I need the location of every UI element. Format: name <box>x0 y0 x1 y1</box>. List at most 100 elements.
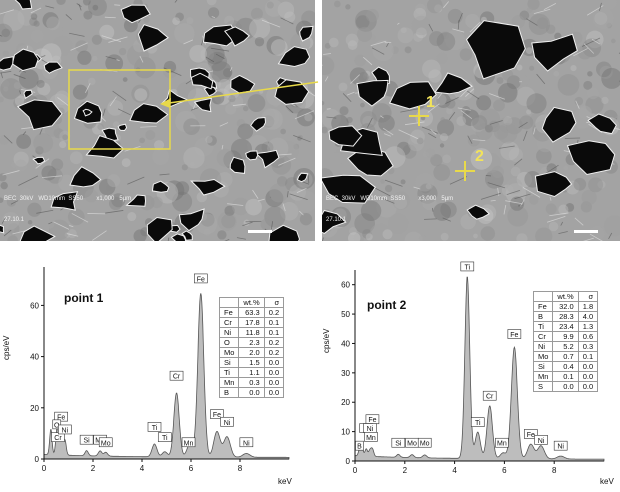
y-tick-label: 0 <box>346 457 351 466</box>
table-cell: Fe <box>534 302 553 312</box>
svg-text:Fe: Fe <box>368 417 376 424</box>
x-tick-label: 0 <box>353 466 358 475</box>
table-header-row: wt.%σ <box>534 292 598 302</box>
table-cell: 4.0 <box>578 312 597 322</box>
table-cell: 0.1 <box>578 352 597 362</box>
table-cell: 0.0 <box>578 362 597 372</box>
table-cell: 32.0 <box>553 302 578 312</box>
peak-label: Ni <box>535 435 548 445</box>
table-cell: 0.2 <box>264 308 283 318</box>
table-cell: 28.3 <box>553 312 578 322</box>
y-tick-label: 40 <box>341 339 350 348</box>
table-cell: Mn <box>534 372 553 382</box>
svg-text:Ni: Ni <box>538 438 545 445</box>
y-tick-label: 50 <box>341 310 350 319</box>
table-cell: 0.2 <box>264 338 283 348</box>
y-tick-label: 60 <box>30 301 39 310</box>
table-cell: 1.8 <box>578 302 597 312</box>
table-header-cell <box>220 298 239 308</box>
table-cell: 63.3 <box>239 308 264 318</box>
y-tick-label: 0 <box>35 455 40 464</box>
peak-label: Mo <box>99 438 112 448</box>
y-tick-label: 30 <box>341 369 350 378</box>
spectrum-title-point-2: point 2 <box>367 298 406 312</box>
table-cell: S <box>534 382 553 392</box>
table-cell: Ti <box>534 322 553 332</box>
table-cell: Si <box>534 362 553 372</box>
y-tick-label: 20 <box>30 404 39 413</box>
y-tick-label: 20 <box>341 398 350 407</box>
table-cell: 9.9 <box>553 332 578 342</box>
table-header-row: wt.%σ <box>220 298 284 308</box>
peak-label: Ti <box>471 418 484 428</box>
peak-label: Si <box>80 435 93 445</box>
x-tick-label: 8 <box>552 466 557 475</box>
x-axis-label-point-2: keV <box>600 477 614 486</box>
svg-text:Ni: Ni <box>367 426 374 433</box>
svg-text:Ni: Ni <box>557 444 564 451</box>
svg-text:Ti: Ti <box>162 435 168 442</box>
table-cell: Ti <box>220 368 239 378</box>
table-cell: 17.8 <box>239 318 264 328</box>
svg-text:Cr: Cr <box>54 435 62 442</box>
y-tick-label: 40 <box>30 353 39 362</box>
table-cell: 0.0 <box>264 368 283 378</box>
svg-text:Fe: Fe <box>197 276 205 283</box>
table-cell: 0.0 <box>578 382 597 392</box>
spectrum-panel-point-2: 024680102030405060BFeTiNiMnSiMoMoTiTiCrM… <box>320 255 620 487</box>
peak-label: Fe <box>508 330 521 340</box>
zoom-pointer-line <box>162 82 318 104</box>
table-cell: 0.3 <box>578 342 597 352</box>
x-tick-label: 2 <box>91 464 96 473</box>
table-cell: 2.0 <box>239 348 264 358</box>
point-2-crosshair <box>455 161 475 181</box>
svg-text:Mo: Mo <box>420 441 430 448</box>
svg-text:Ni: Ni <box>62 427 69 434</box>
y-tick-label: 60 <box>341 281 350 290</box>
table-cell: Ni <box>220 328 239 338</box>
svg-text:Mn: Mn <box>366 435 376 442</box>
peak-label: Ni <box>240 438 253 448</box>
x-tick-label: 4 <box>452 466 457 475</box>
svg-text:Si: Si <box>84 438 91 445</box>
peak-label: Mn <box>182 438 195 448</box>
peak-label: Mn <box>364 432 377 442</box>
zoom-region-box <box>69 70 170 149</box>
peak-label: Cr <box>170 371 183 381</box>
x-tick-label: 6 <box>502 466 507 475</box>
point-1-crosshair <box>409 106 429 126</box>
svg-text:Ni: Ni <box>224 420 231 427</box>
table-header-cell: σ <box>578 292 597 302</box>
table-cell: 1.1 <box>239 368 264 378</box>
table-cell: Mo <box>534 352 553 362</box>
table-cell: 11.8 <box>239 328 264 338</box>
y-axis-label-point-2: cps/eV <box>322 329 331 353</box>
table-cell: Mn <box>220 378 239 388</box>
svg-text:Cr: Cr <box>173 374 181 381</box>
svg-text:Ti: Ti <box>465 264 471 271</box>
table-cell: 0.2 <box>264 348 283 358</box>
table-cell: 0.0 <box>264 378 283 388</box>
y-tick-label: 10 <box>341 428 350 437</box>
table-cell: Si <box>220 358 239 368</box>
zoom-pointer-arrowhead <box>160 98 171 108</box>
peak-label: Mo <box>406 438 419 448</box>
table-cell: 0.4 <box>553 362 578 372</box>
table-cell: 0.7 <box>553 352 578 362</box>
peak-label: Ni <box>554 441 567 451</box>
svg-text:Fe: Fe <box>510 332 518 339</box>
table-cell: 0.0 <box>239 388 264 398</box>
svg-text:Ti: Ti <box>475 420 481 427</box>
table-cell: 0.1 <box>264 318 283 328</box>
y-axis-label-point-1: cps/eV <box>2 336 11 360</box>
